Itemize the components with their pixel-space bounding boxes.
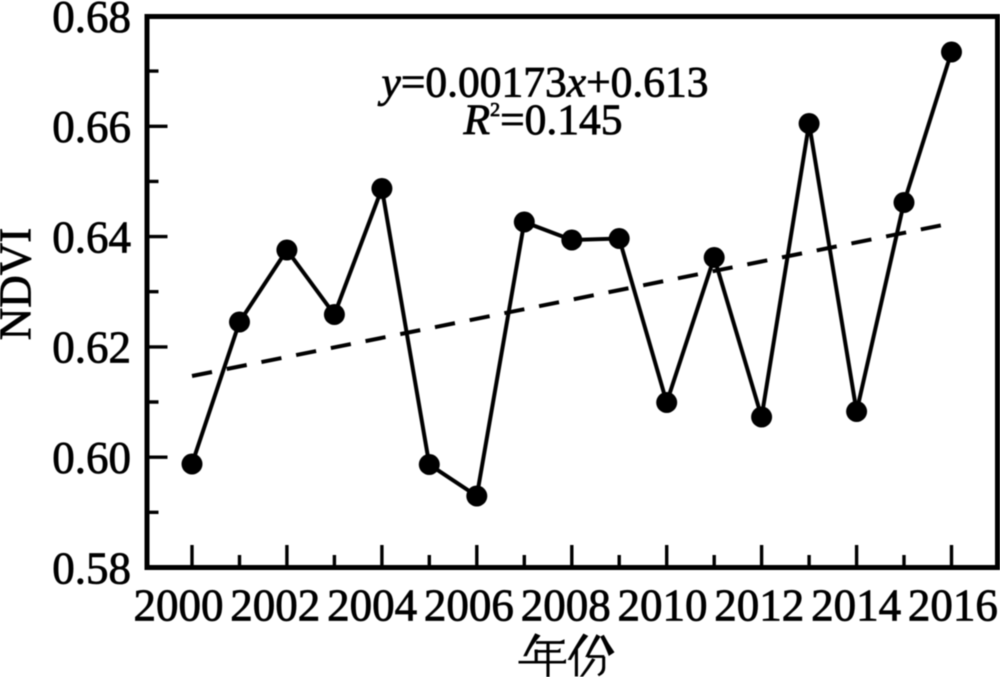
svg-text:0.60: 0.60 (52, 433, 131, 483)
svg-text:2006: 2006 (424, 581, 514, 631)
svg-text:0.58: 0.58 (52, 543, 131, 593)
svg-text:2014: 2014 (811, 581, 901, 631)
svg-text:2008: 2008 (521, 581, 611, 631)
svg-text:R2=0.145: R2=0.145 (463, 96, 623, 144)
svg-text:0.66: 0.66 (52, 102, 131, 152)
svg-text:2010: 2010 (618, 581, 708, 631)
svg-text:2016: 2016 (908, 581, 998, 631)
svg-text:0.68: 0.68 (52, 0, 131, 42)
svg-text:2012: 2012 (714, 581, 804, 631)
svg-text:y=0.00173x+0.613: y=0.00173x+0.613 (378, 59, 709, 107)
svg-text:0.64: 0.64 (52, 212, 131, 262)
svg-text:2004: 2004 (327, 581, 417, 631)
svg-text:2000: 2000 (134, 581, 224, 631)
svg-text:0.62: 0.62 (52, 323, 131, 373)
svg-text:NDVI: NDVI (0, 228, 41, 340)
svg-text:2002: 2002 (230, 581, 320, 631)
